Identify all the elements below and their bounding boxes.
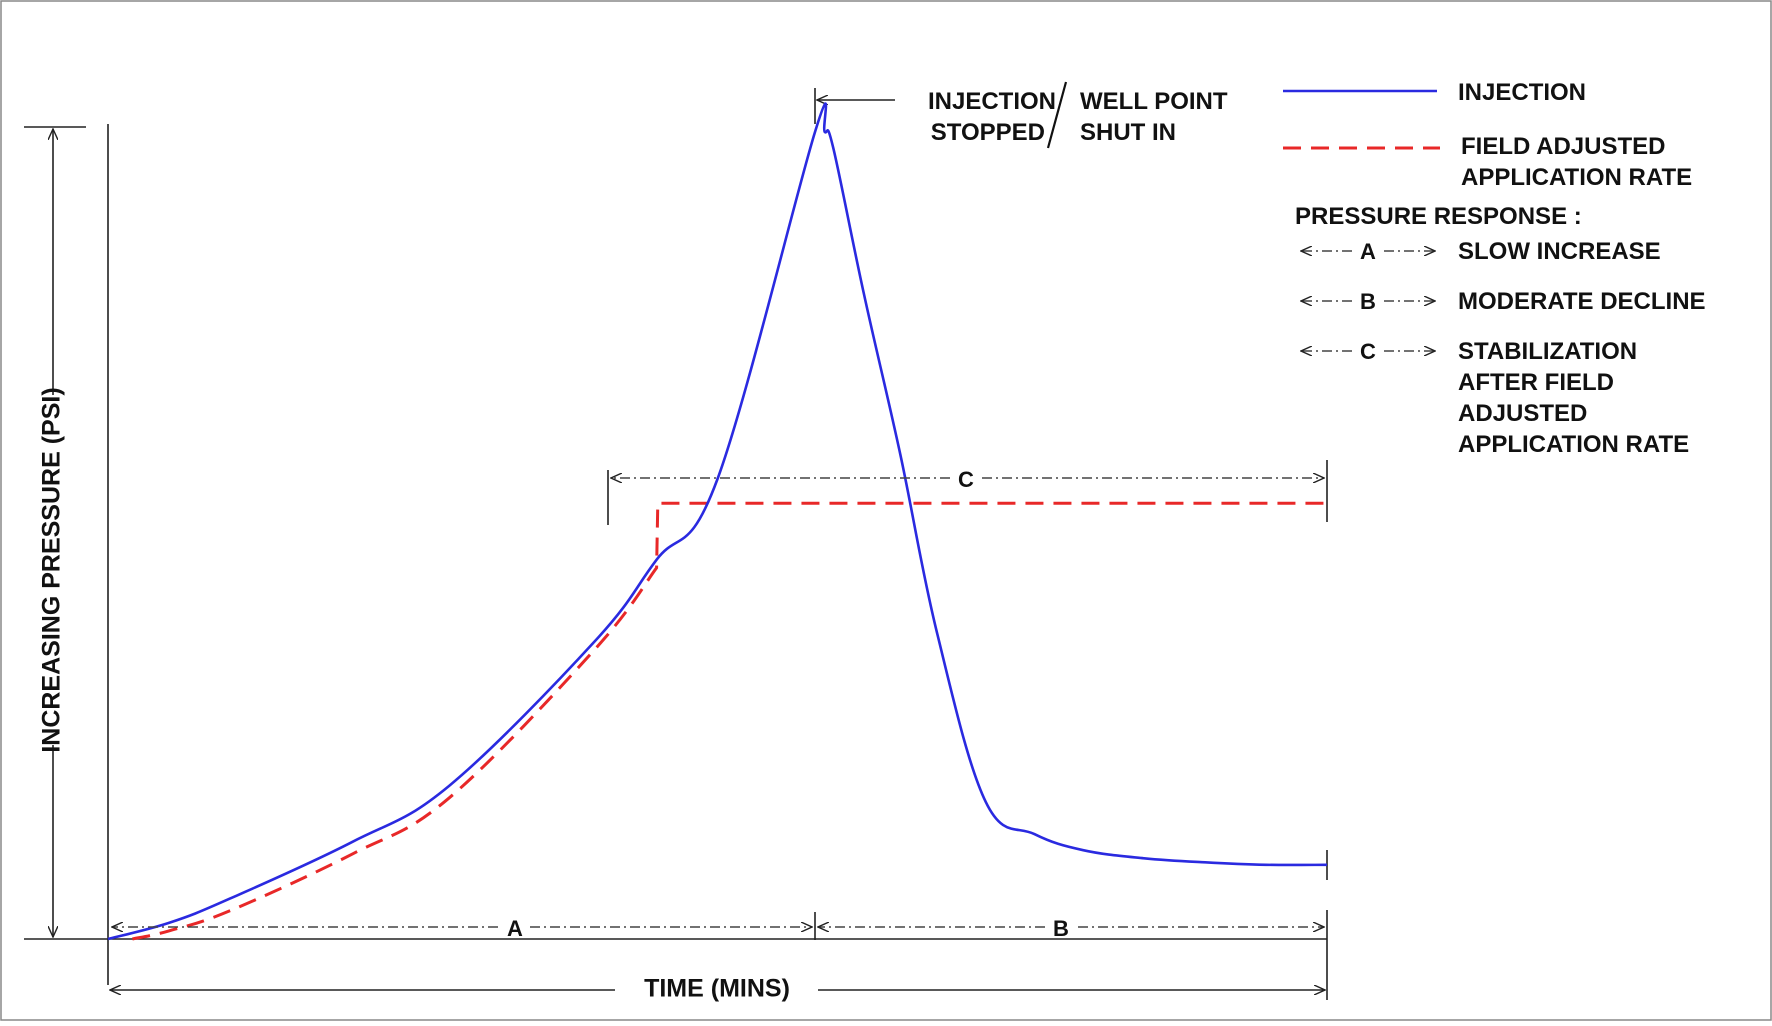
legend-b-label: MODERATE DECLINE bbox=[1458, 288, 1706, 315]
legend: INJECTION FIELD ADJUSTED APPLICATION RAT… bbox=[1283, 79, 1706, 458]
injection-line bbox=[107, 102, 1328, 941]
legend-c-key: C bbox=[1360, 339, 1376, 364]
legend-c-label-3: ADJUSTED bbox=[1458, 400, 1587, 427]
field-adjusted-rate-line bbox=[132, 501, 1327, 941]
phase-a-label: A bbox=[507, 916, 523, 941]
legend-a-label: SLOW INCREASE bbox=[1458, 238, 1661, 265]
legend-field-label-2: APPLICATION RATE bbox=[1461, 164, 1692, 191]
shut-in-label-injection: INJECTION bbox=[928, 88, 1056, 115]
y-axis-label: INCREASING PRESSURE (PSI) bbox=[38, 387, 66, 752]
legend-c-label-2: AFTER FIELD bbox=[1458, 369, 1614, 396]
phase-b-label: B bbox=[1053, 916, 1069, 941]
phase-c-label: C bbox=[958, 467, 974, 492]
legend-b-key: B bbox=[1360, 289, 1376, 314]
shut-in-label-stopped: STOPPED bbox=[931, 119, 1045, 146]
legend-field-label-1: FIELD ADJUSTED bbox=[1461, 133, 1665, 160]
legend-c-label-1: STABILIZATION bbox=[1458, 338, 1637, 365]
legend-a-key: A bbox=[1360, 239, 1376, 264]
shut-in-label-shut-in: SHUT IN bbox=[1080, 119, 1176, 146]
legend-injection-label: INJECTION bbox=[1458, 79, 1586, 106]
legend-pressure-header: PRESSURE RESPONSE : bbox=[1295, 203, 1582, 230]
x-axis-label: TIME (MINS) bbox=[644, 975, 790, 1003]
shut-in-label-well-point: WELL POINT bbox=[1080, 88, 1228, 115]
shut-in-slash bbox=[1046, 81, 1068, 149]
legend-c-label-4: APPLICATION RATE bbox=[1458, 431, 1689, 458]
